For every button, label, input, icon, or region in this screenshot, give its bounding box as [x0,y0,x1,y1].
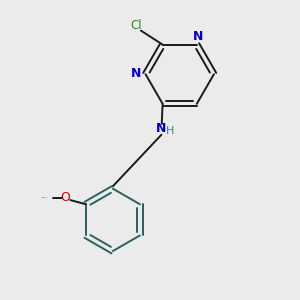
Text: Cl: Cl [130,20,142,32]
Text: N: N [156,122,166,135]
Text: methoxy: methoxy [42,197,48,198]
Text: N: N [130,67,141,80]
Text: H: H [166,126,174,136]
Text: N: N [193,30,203,43]
Text: O: O [61,191,70,204]
